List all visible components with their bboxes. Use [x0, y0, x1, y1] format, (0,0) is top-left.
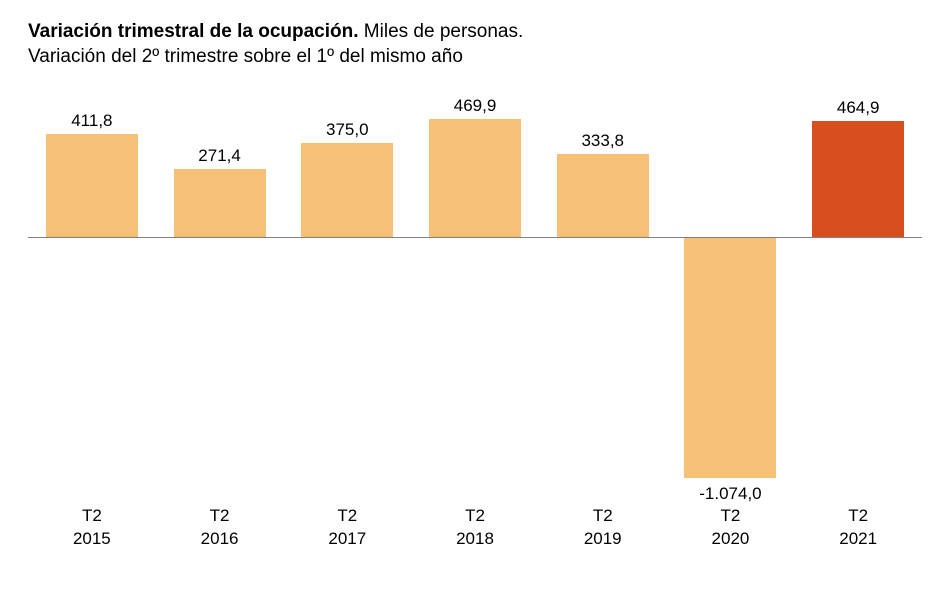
- bar: [684, 238, 776, 478]
- bar-chart: 411,8 T22015 271,4 T22016 375,0 T22017 469,9 T2…: [28, 97, 922, 557]
- bar-value-label: 464,9: [794, 98, 922, 118]
- bar: [174, 169, 266, 237]
- chart-container: Variación trimestral de la ocupación. Mi…: [0, 0, 950, 609]
- bars-row: 411,8 T22015 271,4 T22016 375,0 T22017 469,9 T2…: [28, 97, 922, 557]
- bar-value-label: 333,8: [539, 131, 667, 151]
- category-label: T22020: [667, 505, 795, 551]
- bar-slot: 333,8 T22019: [539, 97, 667, 557]
- bar: [301, 143, 393, 237]
- bar: [557, 154, 649, 238]
- bar-slot: 375,0 T22017: [283, 97, 411, 557]
- chart-title-bold: Variación trimestral de la ocupación.: [28, 21, 359, 42]
- bar-value-label: 271,4: [156, 146, 284, 166]
- bar: [429, 119, 521, 237]
- bar: [812, 121, 904, 238]
- bar-slot: 411,8 T22015: [28, 97, 156, 557]
- category-label: T22019: [539, 505, 667, 551]
- bar-value-label: 411,8: [28, 111, 156, 131]
- bar-value-label: -1.074,0: [667, 484, 795, 504]
- category-label: T22018: [411, 505, 539, 551]
- bar: [46, 134, 138, 237]
- bar-slot: -1.074,0T22020: [667, 97, 795, 557]
- chart-subtitle: Variación del 2º trimestre sobre el 1º d…: [28, 46, 463, 67]
- category-label: T22017: [283, 505, 411, 551]
- category-label: T22015: [28, 505, 156, 551]
- bar-slot: 464,9 T22021: [794, 97, 922, 557]
- bar-slot: 271,4 T22016: [156, 97, 284, 557]
- bar-value-label: 469,9: [411, 96, 539, 116]
- chart-title-block: Variación trimestral de la ocupación. Mi…: [28, 20, 922, 69]
- chart-title-rest: Miles de personas.: [359, 21, 524, 42]
- bar-slot: 469,9 T22018: [411, 97, 539, 557]
- category-label: T22016: [156, 505, 284, 551]
- bar-value-label: 375,0: [283, 120, 411, 140]
- category-label: T22021: [794, 505, 922, 551]
